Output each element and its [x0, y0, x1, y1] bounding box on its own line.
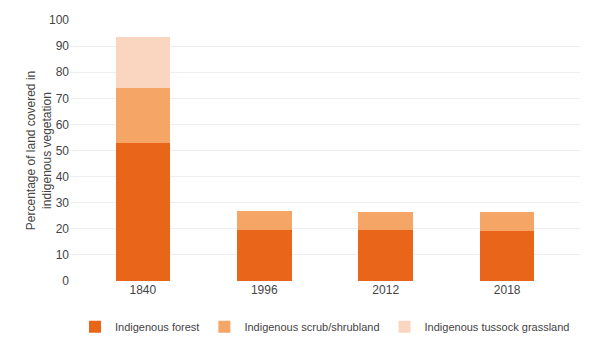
svg-text:Indigenous tussock grassland: Indigenous tussock grassland — [425, 321, 570, 333]
svg-text:10: 10 — [56, 248, 70, 262]
svg-text:20: 20 — [56, 222, 70, 236]
svg-text:Percentage of land covered ini: Percentage of land covered inindigenous … — [24, 71, 54, 230]
svg-text:2018: 2018 — [494, 283, 521, 297]
svg-text:40: 40 — [56, 170, 70, 184]
svg-text:Indigenous scrub/shrubland: Indigenous scrub/shrubland — [244, 321, 379, 333]
svg-text:Indigenous forest: Indigenous forest — [115, 321, 199, 333]
svg-text:60: 60 — [56, 118, 70, 132]
svg-text:90: 90 — [56, 39, 70, 53]
svg-text:0: 0 — [62, 274, 69, 288]
svg-text:70: 70 — [56, 92, 70, 106]
svg-text:30: 30 — [56, 196, 70, 210]
svg-text:2012: 2012 — [372, 283, 399, 297]
svg-text:80: 80 — [56, 65, 70, 79]
svg-text:100: 100 — [49, 13, 69, 27]
svg-text:1996: 1996 — [251, 283, 278, 297]
svg-text:1840: 1840 — [130, 283, 157, 297]
svg-text:50: 50 — [56, 144, 70, 158]
